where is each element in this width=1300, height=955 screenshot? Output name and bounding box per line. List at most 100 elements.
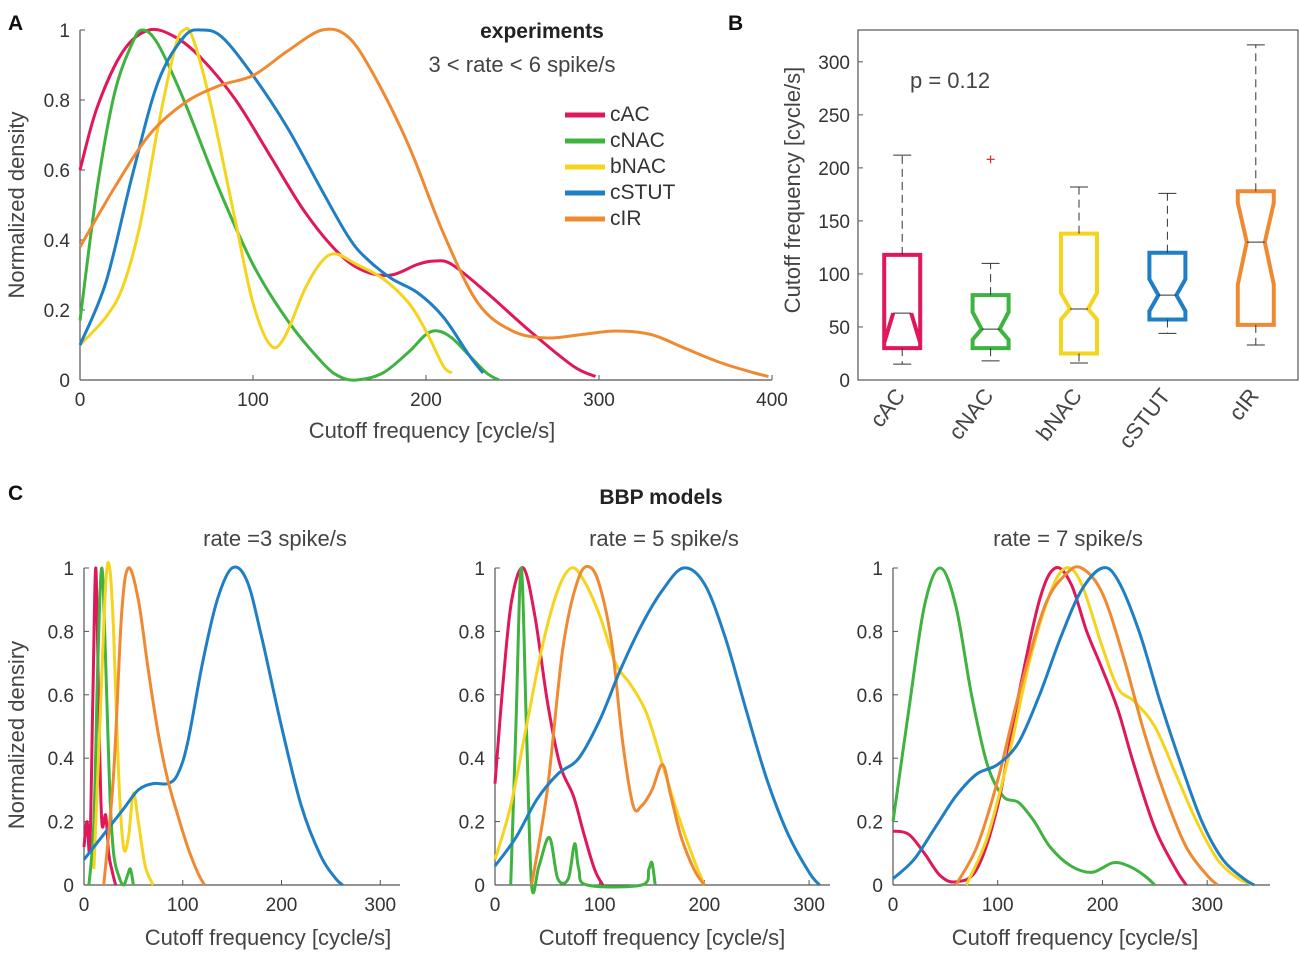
panel-c3-series-cstut: [891, 566, 1256, 887]
panel-c3-series-cir: [954, 565, 1219, 887]
panel-a-series-bnac: [78, 26, 453, 375]
panel-c1-series-cir: [102, 566, 206, 886]
panel-a-xtick-label: 0: [75, 390, 86, 411]
panel-c1-xtick-label: 300: [364, 895, 396, 916]
panel-c2-series-cac: [493, 566, 605, 886]
panel-c1-title: rate =3 spike/s: [203, 526, 347, 551]
panel-c3-ytick-label: 0.2: [857, 813, 883, 834]
panel-c2-ytick-label: 0.6: [459, 686, 485, 707]
panel-c2-xtick-label: 300: [793, 895, 825, 916]
legend-label-cac: cAC: [610, 103, 650, 126]
panel-b-category-label: cAC: [865, 384, 910, 432]
panel-b-ytick-label: 150: [818, 212, 850, 233]
panel-c2-xtick-label: 100: [584, 895, 616, 916]
panel-c3-series-cnac: [891, 566, 1156, 887]
panel-a-ytick-label: 0.4: [44, 231, 71, 252]
panel-a-ytick-label: 0: [59, 371, 70, 392]
panel-b-ytick-label: 50: [829, 318, 850, 339]
panel-c3-ytick-label: 0.4: [857, 749, 884, 770]
panel-b-category-label: cIR: [1224, 384, 1264, 425]
panel-c2-xtick-label: 200: [689, 895, 721, 916]
panel-c3-ytick-label: 1: [872, 559, 883, 580]
panel-a-subtitle: 3 < rate < 6 spike/s: [428, 52, 615, 77]
panel-a-xtick-label: 300: [583, 390, 615, 411]
panel-c1-ytick-label: 1: [63, 559, 74, 580]
panel-c1-xlabel: Cutoff frequency [cycle/s]: [145, 925, 392, 950]
panel-c3-xtick-label: 100: [982, 895, 1014, 916]
panel-b-category-label: cSTUT: [1113, 384, 1175, 453]
panel-a-series-cnac: [78, 28, 500, 382]
panel-c-letter: C: [8, 482, 23, 505]
panel-c1-series-bnac: [92, 561, 155, 886]
panel-c1-series-cstut: [82, 565, 344, 887]
panel-c2-series-bnac: [493, 566, 706, 886]
panel-b-letter: B: [728, 12, 743, 35]
panel-b-category-label: cNAC: [943, 384, 998, 445]
panel-b-box-bnac: [1059, 231, 1099, 356]
panel-c1-ytick-label: 0.4: [48, 749, 75, 770]
panel-c3-ytick-label: 0.8: [857, 622, 883, 643]
plot-layer: 0 100 200 300 40000.20.40.60.810501001502002…: [44, 21, 1299, 916]
panel-b-box-cac: [882, 252, 923, 351]
panel-c1-ytick-label: 0.8: [48, 622, 74, 643]
panel-c3-series-bnac: [964, 566, 1255, 887]
panel-c1-series-cnac: [87, 566, 135, 887]
panel-a-ylabel: Normalized density: [4, 111, 29, 298]
panel-c2-ytick-label: 0.8: [459, 622, 485, 643]
panel-c2-ytick-label: 0: [474, 876, 485, 897]
panel-b-ytick-label: 200: [818, 159, 850, 180]
panel-a-ytick-label: 0.6: [44, 161, 70, 182]
panel-a-xlabel: Cutoff frequency [cycle/s]: [309, 418, 556, 443]
panel-a-ytick-label: 0.8: [44, 91, 70, 112]
panel-a-xtick-label: 400: [756, 390, 788, 411]
panel-a-xtick-label: 100: [237, 390, 269, 411]
panel-c-title: BBP models: [599, 486, 722, 509]
legend-label-cstut: cSTUT: [610, 181, 676, 204]
panel-c3-series-cac: [892, 566, 1188, 886]
panel-c3-xtick-label: 0: [888, 895, 899, 916]
panel-c2-xlabel: Cutoff frequency [cycle/s]: [539, 925, 786, 950]
panel-a-letter: A: [8, 12, 23, 35]
panel-b-ytick-label: 100: [818, 265, 850, 286]
panel-a-title: experiments: [480, 20, 604, 43]
panel-a-legend: cAC cNAC bNAC cSTUT cIR: [565, 103, 676, 230]
legend-label-cnac: cNAC: [610, 129, 665, 152]
panel-c3-ytick-label: 0: [872, 876, 883, 897]
panel-a-ytick-label: 0.2: [44, 301, 70, 322]
panel-c2-series-cir: [530, 564, 706, 886]
panel-a-xtick-label: 200: [410, 390, 442, 411]
panel-c3-ytick-label: 0.6: [857, 686, 883, 707]
panel-a-series-cstut: [78, 28, 485, 374]
panel-c2-ytick-label: 0.2: [459, 813, 485, 834]
panel-c2-ytick-label: 0.4: [459, 749, 486, 770]
panel-b-ytick-label: 0: [839, 371, 850, 392]
legend-label-cir: cIR: [610, 207, 642, 230]
panel-a-series-cac: [78, 27, 597, 378]
legend-label-bnac: bNAC: [610, 155, 666, 178]
panel-b-ytick-label: 300: [818, 53, 850, 74]
panel-b-category-label: bNAC: [1031, 384, 1087, 446]
panel-c3-xlabel: Cutoff frequency [cycle/s]: [952, 925, 1199, 950]
panel-c2-series-cnac: [509, 566, 657, 895]
panel-c3-xtick-label: 200: [1087, 895, 1119, 916]
panel-b-box-cstut: [1147, 250, 1188, 322]
panel-b-ytick-label: 250: [818, 106, 850, 127]
panel-b-annotation: p = 0.12: [910, 68, 990, 93]
panel-a-ytick-label: 1: [59, 21, 70, 42]
panel-b-ylabel: Cutoff frequency [cycle/s]: [780, 67, 805, 314]
panel-c2-title: rate = 5 spike/s: [589, 526, 739, 551]
panel-a: A experiments 3 < rate < 6 spike/s Cutof…: [4, 12, 676, 443]
panel-c: C BBP models rate =3 spike/s rate = 5 sp…: [4, 482, 1198, 950]
panel-c1-ytick-label: 0.6: [48, 686, 74, 707]
panel-c3-title: rate = 7 spike/s: [993, 526, 1143, 551]
panel-b-box-cnac-outlier: [986, 155, 995, 164]
panel-b-box-cir: [1235, 189, 1276, 327]
panel-b-box-cnac: [970, 293, 1011, 351]
panel-c1-xtick-label: 0: [79, 895, 90, 916]
panel-c2-series-cstut: [493, 566, 821, 886]
panel-c1-ytick-label: 0: [63, 876, 74, 897]
panel-c2-xtick-label: 0: [490, 895, 501, 916]
panel-c1-ytick-label: 0.2: [48, 813, 74, 834]
